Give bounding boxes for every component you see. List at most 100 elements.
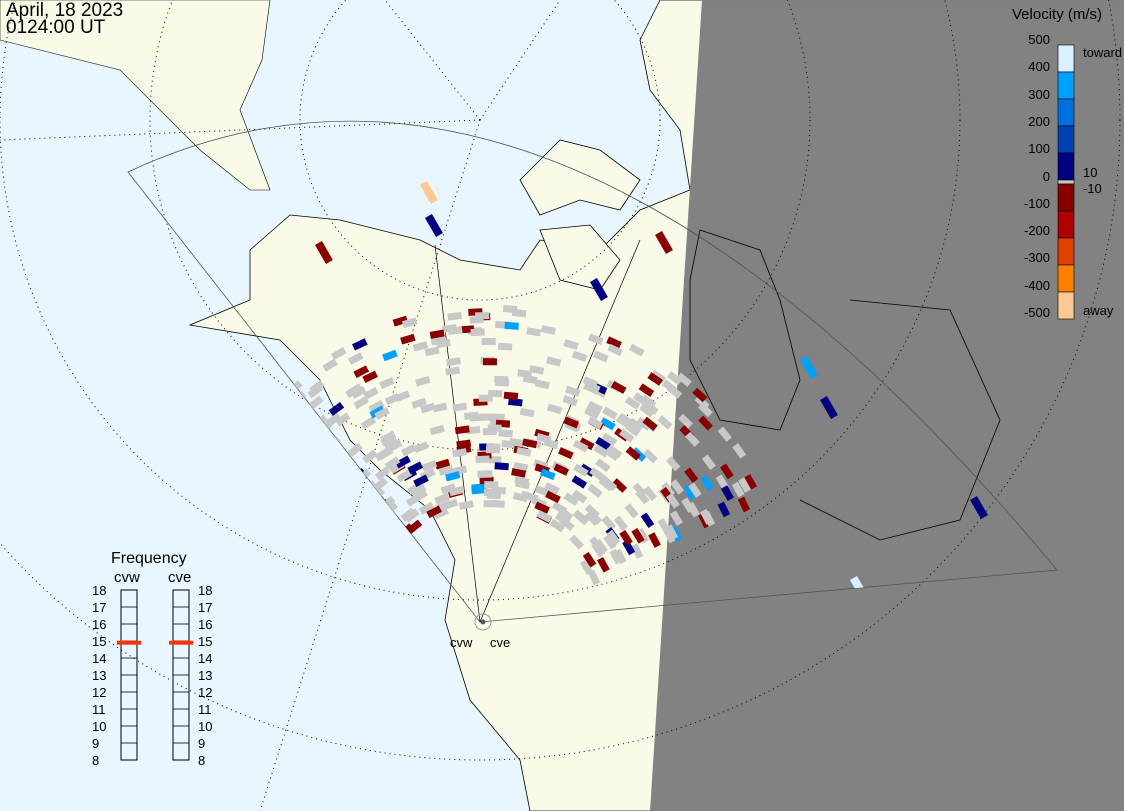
- velocity-cell: [327, 495, 342, 511]
- radar-site-marker: [474, 613, 492, 631]
- velocity-cell: [353, 395, 370, 410]
- velocity-cell: [291, 391, 307, 406]
- colorbar-segment: [1057, 44, 1075, 73]
- velocity-cell: [347, 442, 363, 457]
- velocity-cell: [588, 333, 604, 345]
- velocity-cell: [249, 415, 264, 431]
- velocity-cell: [684, 467, 699, 483]
- frequency-tick: 17: [92, 600, 107, 615]
- velocity-cell: [482, 358, 497, 366]
- velocity-cell: [534, 485, 551, 497]
- velocity-cell: [347, 521, 361, 537]
- velocity-cell: [601, 515, 616, 531]
- velocity-cell: [585, 381, 601, 394]
- velocity-cell: [557, 507, 574, 522]
- velocity-cell: [519, 407, 535, 418]
- velocity-cell: [494, 378, 510, 387]
- velocity-cell: [400, 333, 416, 345]
- velocity-cell: [732, 443, 747, 459]
- velocity-cell: [294, 501, 308, 517]
- velocity-cell: [475, 455, 490, 464]
- velocity-cell: [685, 431, 700, 447]
- velocity-cell: [452, 448, 468, 458]
- velocity-cell: [610, 381, 627, 394]
- velocity-cell: [429, 329, 445, 339]
- colorbar-tick: 200: [1028, 113, 1050, 129]
- velocity-cell: [540, 468, 556, 481]
- frequency-tick: 14: [92, 651, 107, 666]
- colorbar-tick: 300: [1028, 86, 1050, 102]
- velocity-cell: [657, 415, 673, 430]
- velocity-cell: [382, 509, 398, 525]
- velocity-cell: [715, 474, 729, 490]
- frequency-tick: 11: [198, 702, 212, 717]
- velocity-cell: [278, 395, 294, 410]
- velocity-cell: [571, 475, 588, 489]
- velocity-cell: [595, 436, 611, 451]
- velocity-cell: [600, 417, 616, 431]
- velocity-cell: [311, 495, 326, 512]
- velocity-cell: [665, 456, 681, 472]
- colorbar-tick: -300: [1023, 250, 1050, 266]
- velocity-cell: [517, 369, 533, 379]
- velocity-cell: [624, 422, 641, 437]
- colorbar-tick: 100: [1028, 141, 1050, 157]
- radar-field-of-view: [127, 120, 1058, 623]
- velocity-cell: [612, 478, 628, 493]
- frequency-tick: 8: [198, 753, 206, 768]
- velocity-cell: [666, 371, 683, 386]
- velocity-cell: [308, 505, 322, 521]
- frequency-tick: 16: [92, 617, 107, 632]
- velocity-cell: [501, 440, 516, 449]
- velocity-cell: [593, 444, 609, 458]
- velocity-cell: [700, 509, 713, 525]
- velocity-cell: [520, 490, 537, 502]
- velocity-cell: [372, 507, 388, 523]
- velocity-cell: [483, 500, 498, 508]
- velocity-cell: [676, 372, 692, 387]
- velocity-cell: [578, 437, 595, 451]
- velocity-cell: [590, 278, 608, 302]
- velocity-cell: [215, 439, 230, 455]
- colorbar-segment: [1057, 179, 1075, 185]
- frequency-tick: 13: [92, 668, 107, 683]
- velocity-cell: [288, 406, 304, 421]
- colorbar-tick: 400: [1028, 59, 1050, 75]
- velocity-cell: [210, 449, 225, 466]
- velocity-cell: [639, 403, 655, 418]
- velocity-cell: [380, 430, 397, 444]
- velocity-cell: [425, 214, 443, 238]
- velocity-cell: [624, 503, 639, 519]
- velocity-cell: [285, 432, 301, 448]
- velocity-cell: [345, 384, 361, 399]
- velocity-cell: [266, 411, 281, 428]
- colorbar-tick: -200: [1023, 223, 1050, 239]
- velocity-cell: [553, 463, 570, 476]
- site-label-cvw: cvw: [450, 635, 473, 650]
- velocity-cell: [347, 352, 364, 365]
- velocity-cell: [346, 507, 361, 523]
- velocity-cell: [731, 481, 745, 498]
- velocity-cell: [339, 486, 355, 502]
- velocity-cell: [373, 520, 388, 537]
- velocity-cell: [248, 462, 262, 479]
- velocity-cell: [571, 350, 588, 362]
- frequency-tick: 12: [198, 685, 213, 700]
- velocity-cell: [744, 474, 757, 490]
- frequency-tick: 14: [198, 651, 213, 666]
- velocity-cell: [448, 485, 465, 497]
- velocity-cell: [618, 428, 635, 443]
- colorbar-segment: [1057, 125, 1075, 154]
- velocity-cell: [412, 341, 429, 352]
- velocity-cell: [281, 486, 295, 503]
- velocity-cell: [698, 415, 713, 431]
- velocity-cell: [475, 312, 490, 320]
- velocity-cell: [458, 500, 474, 510]
- velocity-cell: [572, 439, 589, 453]
- velocity-cell: [323, 483, 338, 500]
- velocity-cell: [405, 493, 422, 507]
- velocity-cell: [564, 385, 581, 397]
- frequency-tick: 17: [198, 600, 213, 615]
- velocity-cell: [384, 393, 401, 406]
- velocity-cell: [379, 377, 395, 390]
